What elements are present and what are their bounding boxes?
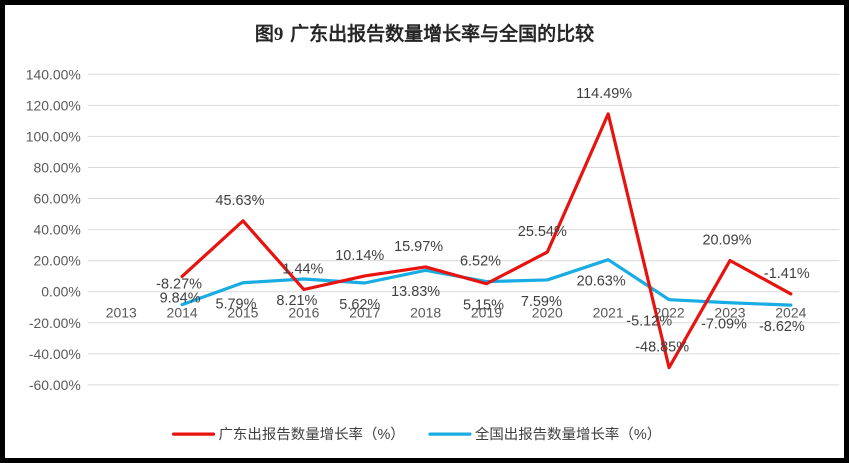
svg-text:-1.41%: -1.41% <box>764 266 810 282</box>
svg-text:-60.00%: -60.00% <box>29 377 81 393</box>
svg-text:60.00%: 60.00% <box>33 191 80 207</box>
svg-text:100.00%: 100.00% <box>26 128 81 144</box>
svg-text:2018: 2018 <box>410 305 441 321</box>
svg-text:8.21%: 8.21% <box>276 293 317 309</box>
svg-text:-48.85%: -48.85% <box>635 340 689 356</box>
svg-text:114.49%: 114.49% <box>576 86 632 102</box>
svg-text:2021: 2021 <box>593 305 624 321</box>
svg-text:2014: 2014 <box>167 305 198 321</box>
svg-text:9.84%: 9.84% <box>160 290 201 306</box>
svg-text:-8.27%: -8.27% <box>156 277 202 293</box>
svg-text:140.00%: 140.00% <box>26 66 81 82</box>
svg-text:15.97%: 15.97% <box>394 239 443 255</box>
svg-text:7.59%: 7.59% <box>521 294 562 310</box>
svg-text:-5.12%: -5.12% <box>626 314 672 330</box>
svg-text:5.62%: 5.62% <box>339 297 380 313</box>
svg-text:20.63%: 20.63% <box>577 274 626 290</box>
svg-text:2013: 2013 <box>106 305 137 321</box>
svg-text:5.79%: 5.79% <box>215 297 256 313</box>
svg-text:40.00%: 40.00% <box>33 222 80 238</box>
svg-text:-7.09%: -7.09% <box>701 317 747 333</box>
svg-text:1.44%: 1.44% <box>282 262 323 278</box>
svg-text:-20.00%: -20.00% <box>29 315 81 331</box>
svg-text:25.54%: 25.54% <box>518 224 567 240</box>
svg-text:广东出报告数量增长率（%）: 广东出报告数量增长率（%） <box>218 426 404 443</box>
svg-text:20.00%: 20.00% <box>33 253 80 269</box>
svg-text:0.00%: 0.00% <box>41 284 81 300</box>
svg-text:10.14%: 10.14% <box>335 248 384 264</box>
svg-text:20.09%: 20.09% <box>702 233 751 249</box>
svg-text:6.52%: 6.52% <box>460 254 501 270</box>
svg-text:45.63%: 45.63% <box>215 193 264 209</box>
svg-text:-40.00%: -40.00% <box>29 346 81 362</box>
svg-text:13.83%: 13.83% <box>391 284 440 300</box>
svg-text:全国出报告数量增长率（%）: 全国出报告数量增长率（%） <box>475 425 661 443</box>
svg-text:5.15%: 5.15% <box>463 298 504 314</box>
svg-text:120.00%: 120.00% <box>26 97 81 113</box>
svg-text:-8.62%: -8.62% <box>759 319 805 335</box>
svg-text:80.00%: 80.00% <box>33 159 80 175</box>
